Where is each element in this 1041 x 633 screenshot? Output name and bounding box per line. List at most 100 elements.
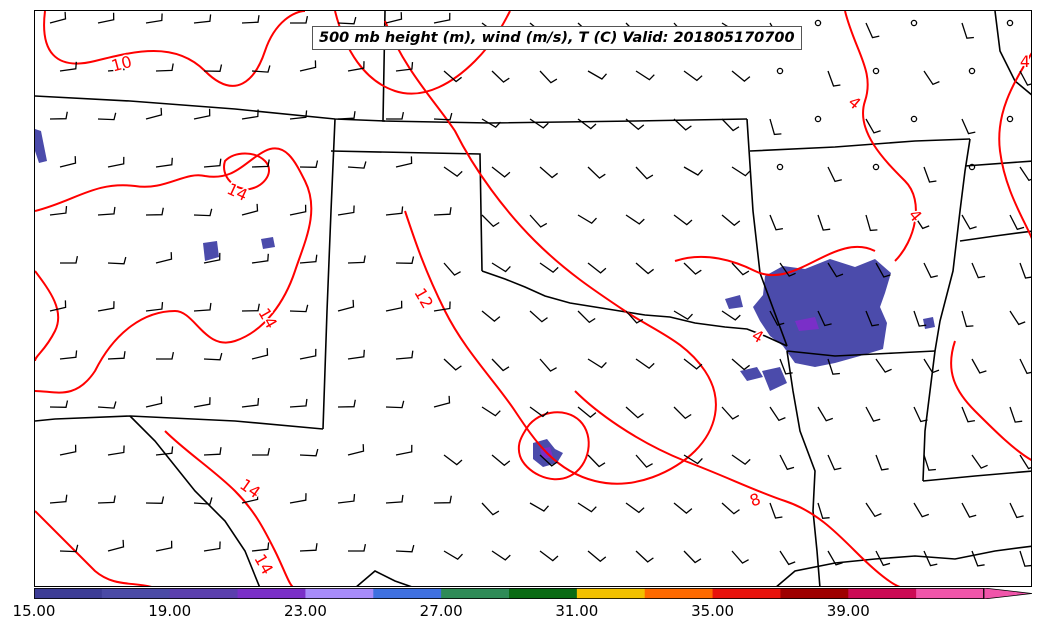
- wind-barb: [252, 447, 271, 456]
- wind-barb: [443, 454, 463, 466]
- precip-area-edge: [35, 129, 47, 163]
- wind-barb: [961, 22, 974, 39]
- border-tx-la: [786, 350, 821, 586]
- wind-barb: [865, 22, 880, 39]
- wind-barb: [443, 262, 461, 276]
- wind-barb: [635, 166, 654, 180]
- wind-barb: [539, 358, 557, 372]
- wind-barb: [817, 214, 831, 231]
- wind-barb: [779, 454, 795, 471]
- wind-barb: [683, 166, 703, 176]
- wind-barb: [155, 446, 174, 456]
- colorbar-swatch: [576, 588, 646, 599]
- wind-barb: [971, 550, 985, 567]
- wind-barb: [395, 544, 415, 553]
- wind-barb: [587, 358, 607, 369]
- wind-barb: [923, 262, 938, 279]
- wind-barb: [347, 255, 366, 264]
- colorbar-swatch: [169, 588, 239, 599]
- wind-barb: [481, 502, 500, 516]
- wind-barb: [299, 543, 318, 552]
- colorbar-swatch: [237, 588, 306, 599]
- wind-barb: [241, 303, 260, 312]
- wind-barb: [1019, 262, 1031, 279]
- wind-barb: [59, 544, 79, 553]
- wind-barb: [443, 550, 463, 561]
- wind-barb: [971, 454, 988, 469]
- wind-barb: [673, 118, 692, 131]
- wind-barb: [155, 157, 173, 168]
- wind-barb: [769, 406, 786, 422]
- wind-barb: [443, 358, 462, 371]
- wind-barb: [539, 454, 558, 467]
- temperature-contours-layer: [35, 11, 1031, 586]
- wind-barb: [395, 256, 415, 264]
- wind-barb: [721, 214, 741, 227]
- wind-barb: [913, 214, 930, 230]
- calm-wind-circle: [872, 67, 880, 75]
- calm-wind-circle: [872, 163, 880, 171]
- wind-barb: [587, 262, 607, 274]
- colorbar-swatch: [101, 588, 171, 599]
- wind-barb: [577, 118, 597, 130]
- wind-barb: [347, 61, 365, 72]
- wind-barb: [337, 16, 357, 25]
- wind-barb: [683, 454, 703, 465]
- wind-barb: [587, 70, 607, 80]
- wind-barb: [193, 397, 211, 408]
- wind-barb: [1019, 454, 1031, 470]
- colorbar-swatch: [373, 588, 442, 599]
- wind-barb: [1019, 166, 1031, 182]
- calm-wind-circle: [1006, 19, 1014, 27]
- border-ok-tx-panhandle: [330, 150, 483, 272]
- wind-barb: [337, 299, 355, 312]
- wind-barb: [145, 13, 163, 24]
- wind-barb: [156, 351, 175, 360]
- wind-barb: [577, 406, 597, 418]
- calm-wind-circle: [1006, 115, 1014, 123]
- wind-barb: [155, 63, 174, 72]
- wind-barb: [731, 454, 751, 466]
- colorbar-swatches: [34, 588, 985, 599]
- contour-10: [43, 11, 306, 87]
- contour-tx-loop: [517, 411, 590, 481]
- wind-barb: [731, 358, 750, 371]
- wind-barb: [481, 214, 500, 228]
- border-mo-ar: [749, 138, 971, 152]
- wind-barb: [107, 256, 127, 265]
- wind-barb: [625, 310, 644, 324]
- colorbar-swatch: [644, 588, 714, 599]
- wind-barb: [241, 15, 260, 24]
- wind-barb: [875, 550, 891, 567]
- wind-barb: [145, 496, 165, 504]
- wind-barb: [193, 208, 213, 217]
- contour-nm-loop: [223, 152, 270, 191]
- wind-barb: [289, 493, 307, 504]
- colorbar-tick-label: 15.00: [12, 602, 56, 620]
- wind-barb: [59, 444, 77, 456]
- colorbar-swatch: [780, 588, 849, 599]
- wind-barb: [625, 118, 645, 131]
- wind-barb: [529, 118, 549, 129]
- wind-barb: [635, 358, 655, 370]
- wind-barb: [433, 112, 453, 121]
- wind-barb: [337, 494, 356, 504]
- wind-barb: [107, 62, 126, 72]
- wind-barb: [251, 542, 270, 552]
- wind-barb: [241, 203, 259, 216]
- wind-barb: [913, 310, 927, 327]
- border-mexico: [129, 415, 261, 586]
- wind-barb: [443, 70, 462, 83]
- wind-barb: [875, 262, 891, 278]
- wind-barb: [731, 70, 751, 82]
- calm-wind-circle: [968, 163, 976, 171]
- wind-barb: [491, 70, 510, 83]
- wind-barb: [289, 398, 308, 408]
- calm-wind-circle: [776, 163, 784, 171]
- border-nm-tx-east: [322, 118, 336, 430]
- wind-barb: [289, 110, 308, 120]
- wind-barb: [299, 60, 317, 72]
- wind-barb: [49, 206, 68, 216]
- wind-barb: [1009, 214, 1025, 231]
